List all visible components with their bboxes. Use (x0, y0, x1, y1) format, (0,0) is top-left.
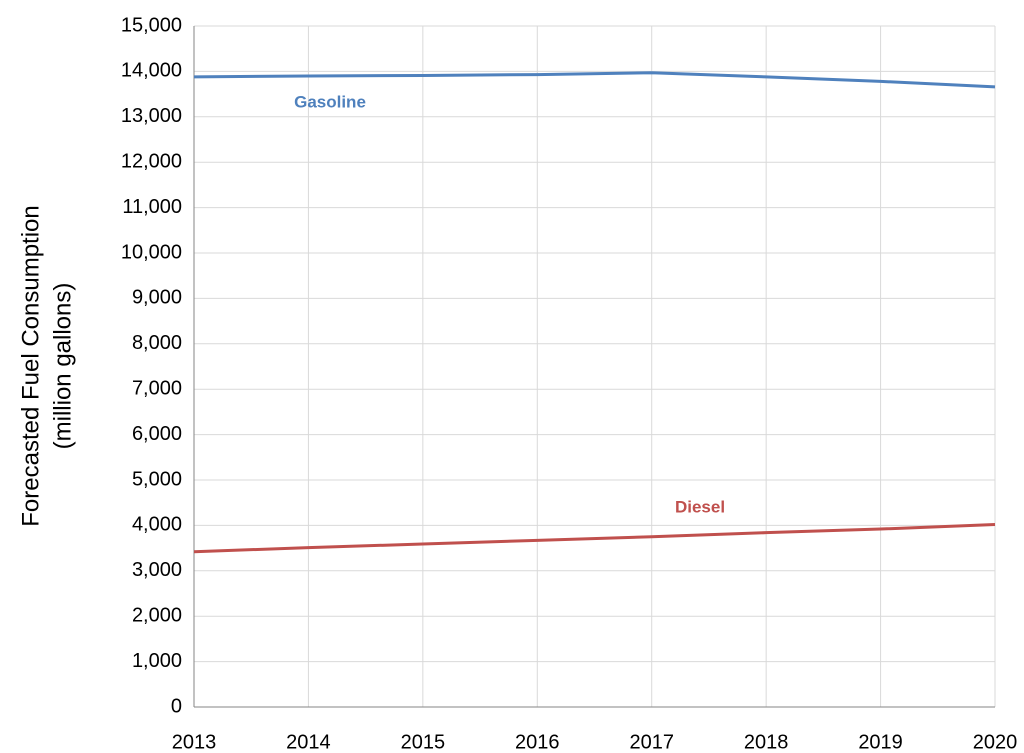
x-tick-label: 2017 (629, 731, 674, 753)
x-tick-label: 2014 (286, 731, 331, 753)
y-tick-label: 6,000 (132, 423, 182, 445)
y-tick-label: 2,000 (132, 604, 182, 626)
y-tick-label: 0 (171, 695, 182, 717)
series-line (193, 71, 996, 89)
x-tick-label: 2020 (973, 731, 1018, 753)
y-tick-label: 11,000 (122, 196, 182, 218)
y-axis-label: Forecasted Fuel Consumption (17, 205, 44, 527)
y-tick-label: 8,000 (132, 332, 182, 354)
series-label: Diesel (675, 497, 725, 516)
x-tick-label: 2016 (515, 731, 560, 753)
y-axis-label: (million gallons) (49, 283, 76, 450)
y-tick-label: 1,000 (132, 650, 182, 672)
x-tick-label: 2015 (401, 731, 446, 753)
x-tick-label: 2019 (858, 731, 903, 753)
y-tick-label: 15,000 (121, 14, 182, 36)
series-label: Gasoline (294, 92, 366, 111)
y-tick-label: 10,000 (121, 241, 182, 263)
y-tick-label: 4,000 (132, 514, 182, 536)
y-tick-label: 12,000 (121, 150, 182, 172)
y-tick-label: 5,000 (132, 468, 182, 490)
y-tick-label: 7,000 (132, 377, 182, 399)
x-tick-label: 2018 (744, 731, 789, 753)
y-tick-label: 14,000 (121, 60, 182, 82)
series-line (193, 522, 996, 554)
y-tick-label: 13,000 (121, 105, 182, 127)
x-tick-label: 2013 (172, 731, 217, 753)
y-tick-label: 9,000 (132, 287, 182, 309)
y-tick-label: 3,000 (132, 559, 182, 581)
